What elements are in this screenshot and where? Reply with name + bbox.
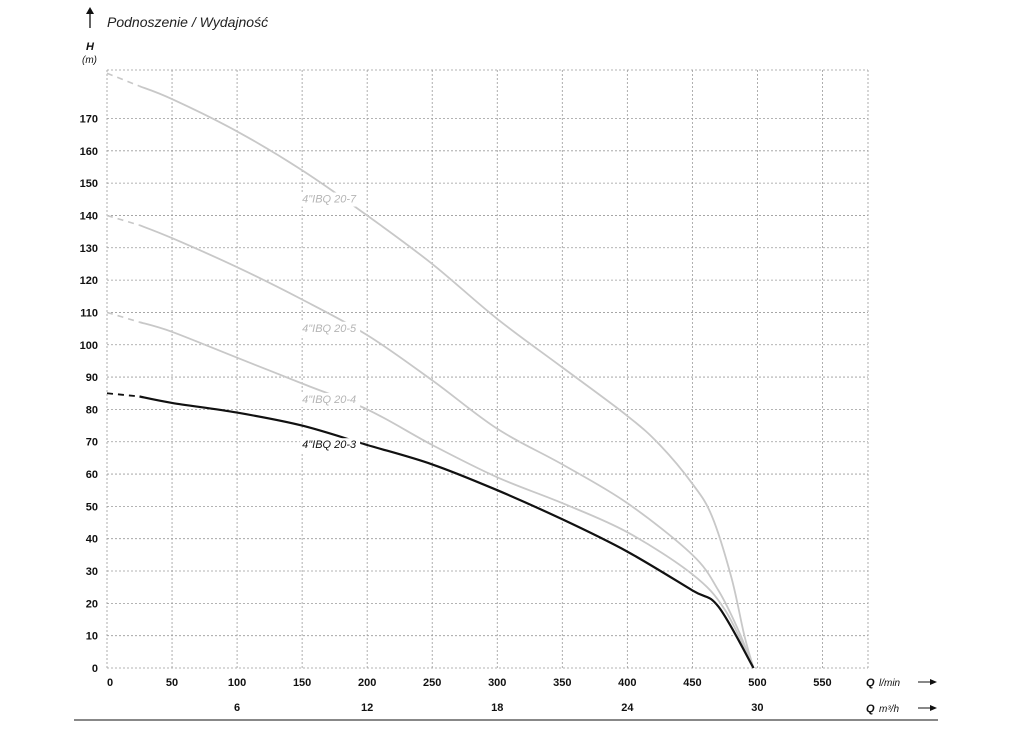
y-tick-label: 80	[86, 404, 98, 416]
y-axis-label: H	[86, 41, 95, 53]
x-axis-secondary-arrow-head	[930, 705, 937, 711]
x-tick-label: 0	[107, 677, 113, 689]
x-tick-label: 150	[293, 677, 311, 689]
x-tick-label: 100	[228, 677, 246, 689]
x-axis-primary-label: Q l/min	[866, 677, 937, 689]
series-label-bg-1	[300, 321, 361, 336]
y-axis-unit: (m)	[82, 55, 97, 66]
x-axis-primary-arrow-head	[930, 679, 937, 685]
title-group: Podnoszenie / Wydajność	[86, 7, 268, 30]
y-tick-label: 160	[80, 146, 98, 158]
series-label-bg-0	[300, 192, 361, 207]
series-line-dashed-1	[106, 214, 140, 226]
x2-tick-label: 24	[621, 702, 634, 714]
y-tick-label: 30	[86, 566, 98, 578]
x2-tick-label: 12	[361, 702, 373, 714]
x2-tick-label: 30	[751, 702, 763, 714]
x-axis-primary-unit: l/min	[879, 678, 901, 689]
series-line-1	[139, 224, 755, 669]
x-tick-label: 50	[166, 677, 178, 689]
series-label-2: 4"IBQ 20-4	[302, 394, 356, 406]
y-tick-label: 60	[86, 469, 98, 481]
x-tick-label: 500	[748, 677, 766, 689]
series-line-0	[139, 85, 755, 669]
x-tick-labels: 0 50 100 150 200 250 300 350 400 450 500 550	[107, 677, 832, 689]
y-tick-labels: 0 10 20 30 40 50 60 70 80 90 100 110 120 130 140 150 160…	[80, 113, 98, 675]
series-label-bg-2	[300, 392, 361, 407]
x2-tick-label: 18	[491, 702, 503, 714]
x-tick-label: 400	[618, 677, 636, 689]
x-axis-secondary-symbol: Q	[866, 703, 875, 715]
y-tick-label: 140	[80, 210, 98, 222]
y-tick-label: 150	[80, 178, 98, 190]
x-tick-label: 550	[813, 677, 831, 689]
y-tick-label: 40	[86, 534, 98, 546]
x2-tick-labels: 6 12 18 24 30	[234, 702, 764, 714]
y-tick-label: 20	[86, 598, 98, 610]
y-tick-label: 110	[80, 307, 98, 319]
y-tick-label: 120	[80, 275, 98, 287]
series-line-dashed-3	[106, 392, 140, 398]
y-tick-label: 10	[86, 631, 98, 643]
x-axis-secondary-label: Q m³/h	[866, 703, 937, 715]
y-tick-label: 50	[86, 501, 98, 513]
series-label-bg-3	[300, 438, 361, 453]
series-line-2	[139, 321, 755, 669]
y-tick-label: 0	[92, 663, 98, 675]
grid	[106, 69, 869, 669]
x-tick-label: 450	[683, 677, 701, 689]
title-arrow-head	[86, 7, 94, 14]
series-labels: 4"IBQ 20-7 4"IBQ 20-5 4"IBQ 20-4 4"IBQ 20-3	[300, 192, 361, 453]
y-tick-label: 90	[86, 372, 98, 384]
x-tick-label: 250	[423, 677, 441, 689]
series-line-dashed-0	[106, 72, 140, 87]
x-tick-label: 350	[553, 677, 571, 689]
series-lines	[106, 72, 755, 669]
y-tick-label: 130	[80, 243, 98, 255]
x-tick-label: 200	[358, 677, 376, 689]
series-label-0: 4"IBQ 20-7	[302, 194, 357, 206]
series-label-3: 4"IBQ 20-3	[302, 439, 357, 451]
x-axis-secondary-unit: m³/h	[879, 704, 899, 715]
chart-title: Podnoszenie / Wydajność	[107, 14, 268, 30]
y-tick-label: 100	[80, 340, 98, 352]
series-line-dashed-2	[106, 311, 140, 323]
x2-tick-label: 6	[234, 702, 240, 714]
x-tick-label: 300	[488, 677, 506, 689]
series-line-3	[139, 395, 755, 669]
x-axis-primary-symbol: Q	[866, 677, 875, 689]
series-label-1: 4"IBQ 20-5	[302, 323, 357, 335]
y-tick-label: 70	[86, 437, 98, 449]
y-tick-label: 170	[80, 113, 98, 125]
